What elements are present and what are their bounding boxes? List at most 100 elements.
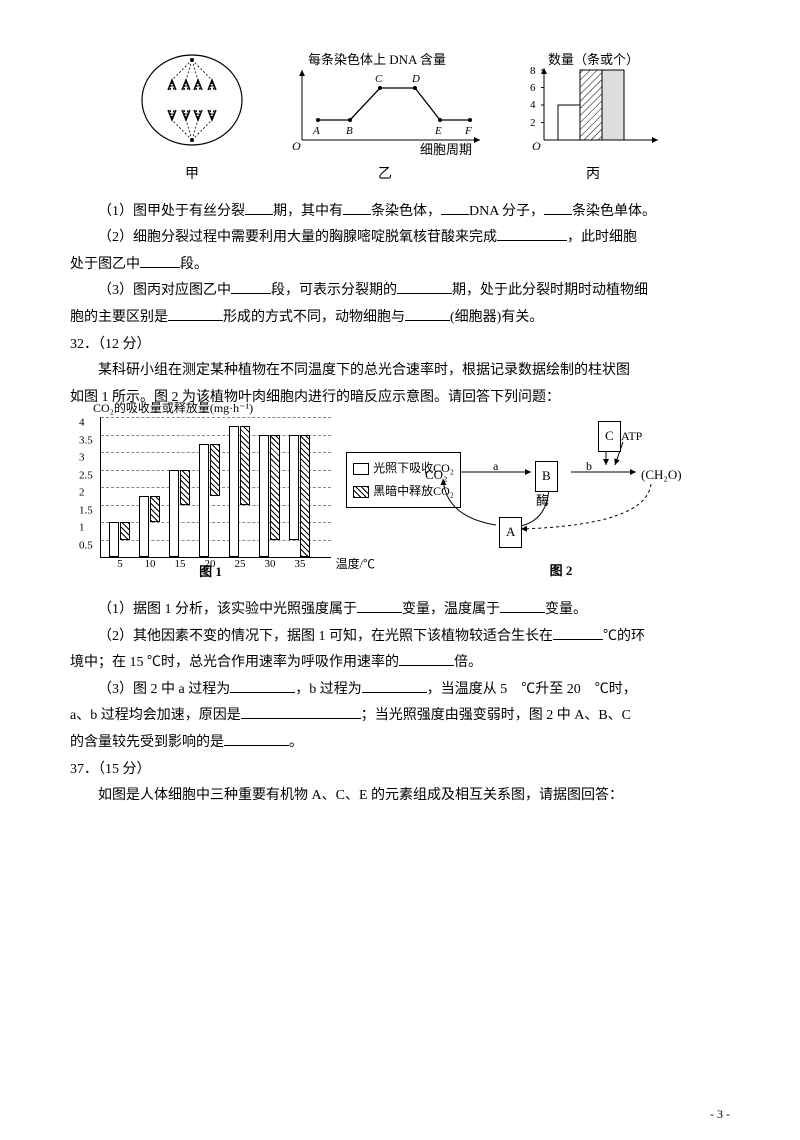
t: 境中；在 15 ℃时，总光合作用速率为呼吸作用速率的: [70, 655, 399, 670]
t: 期，处于此分裂时期时动植物细: [452, 283, 648, 298]
blank: [140, 253, 180, 268]
blank: [168, 306, 223, 321]
blank: [224, 731, 289, 746]
t: 倍。: [454, 655, 482, 670]
t: ℃的环: [603, 629, 645, 644]
cell-svg: [132, 50, 252, 160]
label-a: a: [493, 455, 498, 478]
q37-num: 37．（15 分）: [70, 757, 730, 784]
svg-text:C: C: [375, 73, 383, 85]
blank: [231, 279, 271, 294]
diag2-caption: 图 2: [421, 559, 701, 584]
svg-text:细胞周期: 细胞周期: [420, 142, 472, 157]
q31-2b: 处于图乙中 段。: [70, 252, 730, 279]
t: 条染色体，: [371, 204, 441, 219]
blank: [441, 200, 469, 215]
q31-2: （2）细胞分裂过程中需要利用大量的胸腺嘧啶脱氧核苷酸来完成 ，此时细胞: [70, 225, 730, 252]
svg-text:6: 6: [530, 82, 536, 94]
t: 段。: [180, 257, 208, 272]
t: （2）细胞分裂过程中需要利用大量的胸腺嘧啶脱氧核苷酸来完成: [98, 230, 497, 245]
box-a: A: [499, 517, 522, 548]
figure-dna-graph: 每条染色体上 DNA 含量 O A B C D E F 细胞周期 乙: [280, 50, 490, 189]
svg-text:2: 2: [530, 117, 536, 129]
t: （3）图 2 中 a 过程为: [98, 682, 230, 697]
blank: [544, 200, 572, 215]
page-number: - 3 -: [710, 1103, 730, 1126]
blank: [500, 598, 545, 613]
t: （3）图丙对应图乙中: [98, 283, 231, 298]
svg-text:O: O: [532, 139, 541, 153]
chart1-wrap: CO₂的吸收量或释放量(mg·h⁻¹) 0.511.522.533.54 510…: [90, 417, 331, 585]
t: 变量。: [545, 602, 587, 617]
t: 处于图乙中: [70, 257, 140, 272]
label-b: b: [586, 455, 592, 478]
q37-intro: 如图是人体细胞中三种重要有机物 A、C、E 的元素组成及相互关系图，请据图回答：: [70, 783, 730, 810]
t: 条染色单体。: [572, 204, 656, 219]
q32-2b: 境中；在 15 ℃时，总光合作用速率为呼吸作用速率的 倍。: [70, 650, 730, 677]
co2: CO₂: [425, 463, 448, 488]
blank: [357, 598, 402, 613]
t: DNA 分子，: [469, 204, 544, 219]
t: (细胞器)有关。: [450, 310, 543, 325]
svg-text:数量（条或个）: 数量（条或个）: [548, 52, 639, 67]
t: 变量，温度属于: [402, 602, 500, 617]
blank: [230, 678, 295, 693]
t: ，b 过程为: [295, 682, 362, 697]
fig-label-yi: 乙: [378, 162, 392, 189]
svg-text:O: O: [292, 139, 301, 153]
t: 。: [289, 735, 303, 750]
q32-num: 32．（12 分）: [70, 332, 730, 359]
chart1-xunit: 温度/℃: [336, 553, 375, 576]
t: ；当光照强度由强变弱时，图 2 中 A、B、C: [361, 708, 631, 723]
diag2-wrap: CO₂ a B b C ATP (CH₂O) 酶 A 图 2: [421, 417, 701, 584]
q32-3b: a、b 过程均会加速，原因是；当光照强度由强变弱时，图 2 中 A、B、C: [70, 703, 730, 730]
fig-label-bing: 丙: [586, 162, 600, 189]
svg-text:B: B: [346, 125, 353, 137]
dna-graph-svg: 每条染色体上 DNA 含量 O A B C D E F 细胞周期: [280, 50, 490, 160]
t: （1）图甲处于有丝分裂: [98, 204, 245, 219]
t: 形成的方式不同，动物细胞与: [223, 310, 405, 325]
q32-2: （2）其他因素不变的情况下，据图 1 可知，在光照下该植物较适合生长在 ℃的环: [70, 624, 730, 651]
blank: [362, 678, 427, 693]
blank: [241, 704, 361, 719]
t: ，此时细胞: [567, 230, 637, 245]
legend-swatch-dark: [353, 486, 369, 498]
t: （2）其他因素不变的情况下，据图 1 可知，在光照下该植物较适合生长在: [98, 629, 553, 644]
svg-text:每条染色体上 DNA 含量: 每条染色体上 DNA 含量: [308, 52, 446, 67]
legend-swatch-light: [353, 463, 369, 475]
svg-text:A: A: [312, 125, 320, 137]
enzyme: 酶: [536, 489, 549, 514]
box-b: B: [535, 461, 558, 492]
box-c: C: [598, 421, 621, 452]
q32-3c: 的含量较先受到影响的是 。: [70, 730, 730, 757]
atp: ATP: [621, 425, 642, 448]
t: （1）据图 1 分析，该实验中光照强度属于: [98, 602, 357, 617]
figure-row-2: CO₂的吸收量或释放量(mg·h⁻¹) 0.511.522.533.54 510…: [90, 417, 730, 585]
blank: [553, 625, 603, 640]
svg-text:E: E: [434, 125, 442, 137]
q31-3b: 胞的主要区别是 形成的方式不同，动物细胞与 (细胞器)有关。: [70, 305, 730, 332]
svg-text:8: 8: [530, 65, 536, 77]
diag2: CO₂ a B b C ATP (CH₂O) 酶 A: [421, 417, 701, 557]
figure-bar: 数量（条或个） O 2 4 6 8: [518, 50, 668, 189]
ch2o: (CH₂O): [641, 463, 682, 488]
t: 的含量较先受到影响的是: [70, 735, 224, 750]
svg-text:F: F: [464, 125, 472, 137]
blank: [397, 279, 452, 294]
t: 期，其中有: [273, 204, 343, 219]
blank: [245, 200, 273, 215]
q32-1: （1）据图 1 分析，该实验中光照强度属于 变量，温度属于 变量。: [70, 597, 730, 624]
figure-cell: 甲: [132, 50, 252, 189]
blank: [399, 651, 454, 666]
bar-svg: 数量（条或个） O 2 4 6 8: [518, 50, 668, 160]
q31-3: （3）图丙对应图乙中 段，可表示分裂期的 期，处于此分裂时期时动植物细: [70, 278, 730, 305]
figure-row-top: 甲 每条染色体上 DNA 含量 O A B C D E F 细胞周期: [70, 50, 730, 189]
chart1: CO₂的吸收量或释放量(mg·h⁻¹) 0.511.522.533.54 510…: [100, 417, 331, 558]
svg-text:4: 4: [530, 99, 536, 111]
blank: [497, 226, 567, 241]
t: 段，可表示分裂期的: [271, 283, 397, 298]
t: 胞的主要区别是: [70, 310, 168, 325]
fig-label-jia: 甲: [185, 162, 199, 189]
t: ，当温度从 5 ℃升至 20 ℃时，: [427, 682, 637, 697]
blank: [405, 306, 450, 321]
